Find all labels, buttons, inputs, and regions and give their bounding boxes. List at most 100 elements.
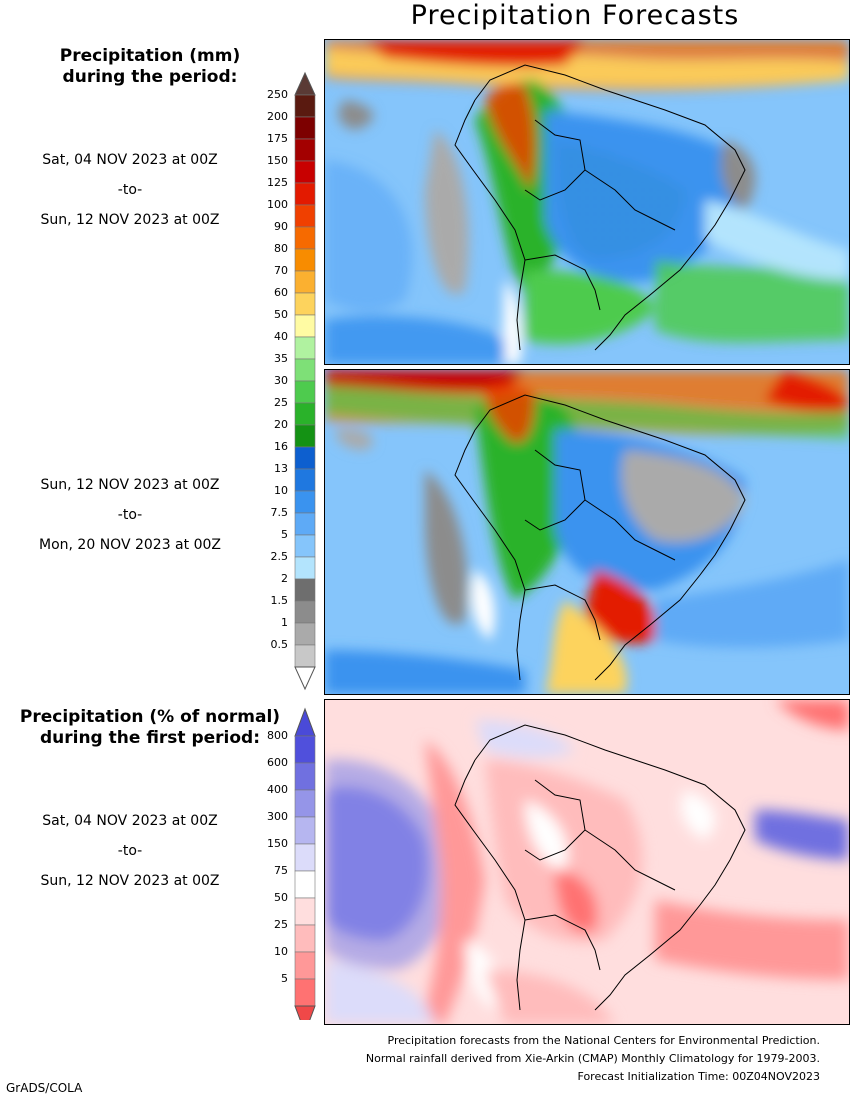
period2-start: Sun, 12 NOV 2023 at 00Z: [40, 477, 220, 493]
precip-tick-label: 250: [267, 88, 288, 101]
anomaly-colorbar: 800 600 400 300 150 75 50 25 10 5: [0, 700, 330, 1020]
precip-tick-label: 1: [281, 616, 288, 629]
precip-tick-label: 100: [267, 198, 288, 211]
footer-line1: Precipitation forecasts from the Nationa…: [387, 1034, 821, 1047]
period1-start: Sat, 04 NOV 2023 at 00Z: [42, 152, 218, 168]
precip-tick-label: 7.5: [270, 506, 289, 519]
period2-text: Sun, 12 NOV 2023 at 00Z -to- Mon, 20 NOV…: [0, 470, 260, 560]
anomaly-swatch: [294, 789, 316, 818]
precip-swatch: [294, 358, 316, 382]
period3-start: Sat, 04 NOV 2023 at 00Z: [42, 813, 218, 829]
period1-end: Sun, 12 NOV 2023 at 00Z: [40, 212, 220, 228]
anomaly-legend-header-line1: Precipitation (% of normal): [19, 707, 281, 727]
footer-line2: Normal rainfall derived from Xie-Arkin (…: [365, 1052, 820, 1065]
precip-swatch: [294, 138, 316, 162]
period1-sep: -to-: [117, 182, 143, 198]
precip-tick-label: 70: [274, 264, 288, 277]
precip-tick-label: 25: [274, 396, 288, 409]
precip-swatch: [294, 644, 316, 668]
precip-svg: [294, 71, 316, 691]
precip-tick-label: 2: [281, 572, 288, 585]
precip-tick-label: 2.5: [270, 550, 289, 563]
anomaly-tick-label: 400: [267, 783, 288, 796]
period3-text: Sat, 04 NOV 2023 at 00Z -to- Sun, 12 NOV…: [0, 806, 260, 896]
precip-swatch: [294, 270, 316, 294]
anomaly-top-arrow: [294, 707, 316, 737]
precip-swatch: [294, 622, 316, 646]
precip-tick-label: 200: [267, 110, 288, 123]
footer-line3: Forecast Initialization Time: 00Z04NOV20…: [577, 1070, 820, 1083]
period3-end: Sun, 12 NOV 2023 at 00Z: [40, 873, 220, 889]
precip-swatch: [294, 402, 316, 426]
anomaly-swatch: [294, 816, 316, 845]
precip-tick-label: 90: [274, 220, 288, 233]
precip-swatch: [294, 424, 316, 448]
precip-swatch: [294, 468, 316, 492]
precip-legend-header-line2: during the period:: [62, 67, 238, 87]
period1-text: Sat, 04 NOV 2023 at 00Z -to- Sun, 12 NOV…: [0, 145, 260, 235]
anomaly-tick-label: 300: [267, 810, 288, 823]
precip-tick-label: 0.5: [270, 638, 289, 651]
precip-bottom-arrow: [294, 666, 316, 691]
precip-swatch: [294, 204, 316, 228]
precip-tick-label: 5: [281, 528, 288, 541]
map-panel-period2: [324, 369, 850, 695]
precip-swatch: [294, 116, 316, 140]
precip-colorbar: 250 200 175 150 125 100 90 80 70 60 50 40 35 30 25 20 16…: [0, 0, 330, 700]
period2-sep: -to-: [117, 507, 143, 523]
anomaly-tick-label: 150: [267, 837, 288, 850]
anomaly-swatch: [294, 843, 316, 872]
map-panel-anomaly: [324, 699, 850, 1025]
precip-swatch: [294, 534, 316, 558]
anomaly-swatch: [294, 897, 316, 926]
precip-swatch: [294, 490, 316, 514]
anomaly-swatch: [294, 978, 316, 1007]
anomaly-tick-label: 10: [274, 945, 288, 958]
anomaly-swatch: [294, 735, 316, 764]
anomaly-tick-label: 800: [267, 729, 288, 742]
precip-tick-label: 10: [274, 484, 288, 497]
precip-swatch: [294, 94, 316, 118]
precip-swatch: [294, 600, 316, 624]
period3-sep: -to-: [117, 843, 143, 859]
anomaly-tick-label: 50: [274, 891, 288, 904]
precip-legend-header-line1: Precipitation (mm): [59, 46, 241, 66]
anomaly-swatch: [294, 870, 316, 899]
precip-swatch: [294, 380, 316, 404]
precip-swatch: [294, 446, 316, 470]
anomaly-tick-label: 25: [274, 918, 288, 931]
anomaly-tick-label: 5: [281, 972, 288, 985]
precip-swatch: [294, 292, 316, 316]
precip-tick-label: 35: [274, 352, 288, 365]
map-panel-period1: [324, 39, 850, 365]
precip-swatch: [294, 248, 316, 272]
anomaly-legend-header-line2: during the first period:: [39, 728, 261, 748]
precip-tick-label: 150: [267, 154, 288, 167]
precip-tick-label: 175: [267, 132, 288, 145]
precip-swatch: [294, 336, 316, 360]
precip-legend-header: Precipitation (mm) during the period:: [40, 46, 260, 88]
anomaly-tick-label: 75: [274, 864, 288, 877]
precip-top-arrow: [294, 71, 316, 96]
precip-tick-label: 40: [274, 330, 288, 343]
anomaly-legend-header: Precipitation (% of normal) during the f…: [10, 707, 290, 749]
anomaly-swatch: [294, 951, 316, 980]
page-title: Precipitation Forecasts: [410, 0, 740, 31]
precip-swatch: [294, 578, 316, 602]
precip-tick-label: 60: [274, 286, 288, 299]
anomaly-swatch: [294, 762, 316, 791]
precip-swatch: [294, 314, 316, 338]
precip-swatch: [294, 226, 316, 250]
anomaly-bottom-arrow: [294, 1005, 316, 1020]
precip-swatch: [294, 556, 316, 580]
precip-swatch: [294, 182, 316, 206]
precip-tick-label: 13: [274, 462, 288, 475]
precip-tick-label: 16: [274, 440, 288, 453]
precip-tick-label: 125: [267, 176, 288, 189]
anomaly-svg: [294, 707, 316, 1020]
precip-tick-label: 20: [274, 418, 288, 431]
anomaly-tick-label: 600: [267, 756, 288, 769]
period2-end: Mon, 20 NOV 2023 at 00Z: [39, 537, 221, 553]
credit-label: GrADS/COLA: [6, 1081, 83, 1095]
precip-tick-label: 30: [274, 374, 288, 387]
